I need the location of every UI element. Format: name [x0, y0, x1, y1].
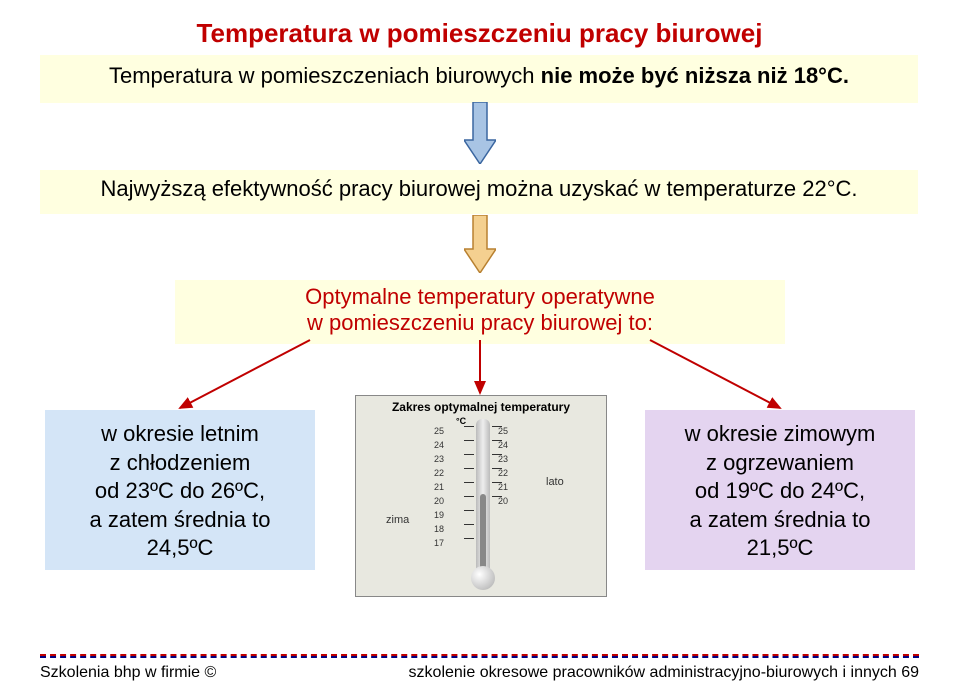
thermo-body: °C 252423222120191817 252423222120 zima … — [356, 414, 606, 589]
winter-l1: w okresie zimowym — [685, 421, 876, 446]
winter-l3: od 19ºC do 24ºC, — [695, 478, 865, 503]
winter-l4: a zatem średnia to — [690, 507, 871, 532]
summer-l2: z chłodzeniem — [110, 450, 251, 475]
winter-l2: z ogrzewaniem — [706, 450, 854, 475]
winter-box: w okresie zimowym z ogrzewaniem od 19ºC … — [645, 410, 915, 570]
thermo-scale-left: 252423222120191817 — [434, 424, 444, 550]
thermo-ticks-left — [464, 426, 474, 552]
thermometer-diagram: Zakres optymalnej temperatury °C 2524232… — [355, 395, 607, 597]
summer-l5: 24,5ºC — [147, 535, 214, 560]
thermo-ticks-right — [492, 426, 502, 510]
slide: Temperatura w pomieszczeniu pracy biurow… — [0, 0, 959, 700]
thermo-mercury — [480, 494, 486, 574]
footer: Szkolenia bhp w firmie © szkolenie okres… — [0, 654, 959, 682]
footer-left: Szkolenia bhp w firmie © — [40, 664, 216, 682]
summer-l3: od 23ºC do 26ºC, — [95, 478, 265, 503]
summer-l1: w okresie letnim — [101, 421, 259, 446]
thermo-label-lato: lato — [546, 476, 564, 488]
footer-right: szkolenie okresowe pracowników administr… — [409, 664, 919, 682]
winter-l5: 21,5ºC — [747, 535, 814, 560]
thermo-label-zima: zima — [386, 514, 409, 526]
thermo-bulb — [471, 566, 495, 590]
summer-l4: a zatem średnia to — [90, 507, 271, 532]
summer-box: w okresie letnim z chłodzeniem od 23ºC d… — [45, 410, 315, 570]
thermo-caption: Zakres optymalnej temperatury — [356, 400, 606, 414]
footer-divider — [40, 654, 919, 658]
thermo-unit: °C — [456, 416, 466, 426]
footer-text: Szkolenia bhp w firmie © szkolenie okres… — [0, 664, 959, 682]
